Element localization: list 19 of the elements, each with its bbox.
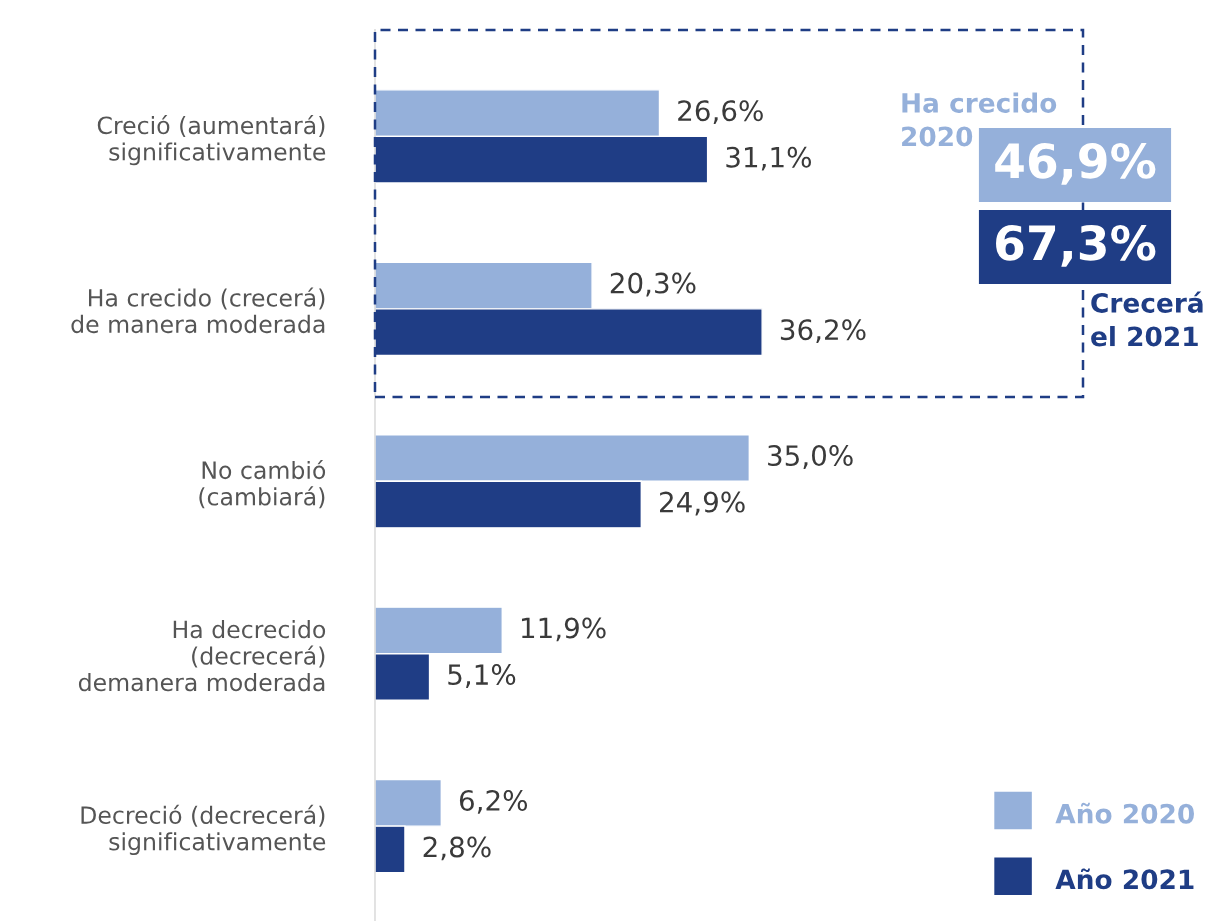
y-tick-label: Ha crecido (crecerá) de manera moderada <box>71 287 325 334</box>
data-label: 6,2% <box>459 789 528 814</box>
data-label: 5,1% <box>448 664 516 688</box>
data-label: 31,1% <box>726 146 811 171</box>
text: 67,3% <box>996 224 1156 267</box>
data-label: 26,6% <box>678 100 763 124</box>
legend-label: Año 2021 <box>1055 868 1194 890</box>
legend-label: Año 2020 <box>1055 802 1194 824</box>
data-label: 24,9% <box>660 491 745 516</box>
data-label: 11,9% <box>521 617 606 642</box>
data-label: 35,0% <box>768 445 853 469</box>
data-label: 36,2% <box>780 319 866 343</box>
text: Crecerá el 2021 <box>1091 291 1203 347</box>
data-label: 2,8% <box>423 836 491 861</box>
data-label: 20,3% <box>610 272 696 297</box>
y-tick-label: Creció (aumentará) significativamente <box>97 115 326 166</box>
y-tick-label: Decreció (decrecerá) significativamente <box>81 804 326 856</box>
y-tick-label: No cambió (cambiará) <box>199 459 326 509</box>
y-tick-label: Ha decrecido (decrecerá) demanera moderada <box>78 620 326 692</box>
